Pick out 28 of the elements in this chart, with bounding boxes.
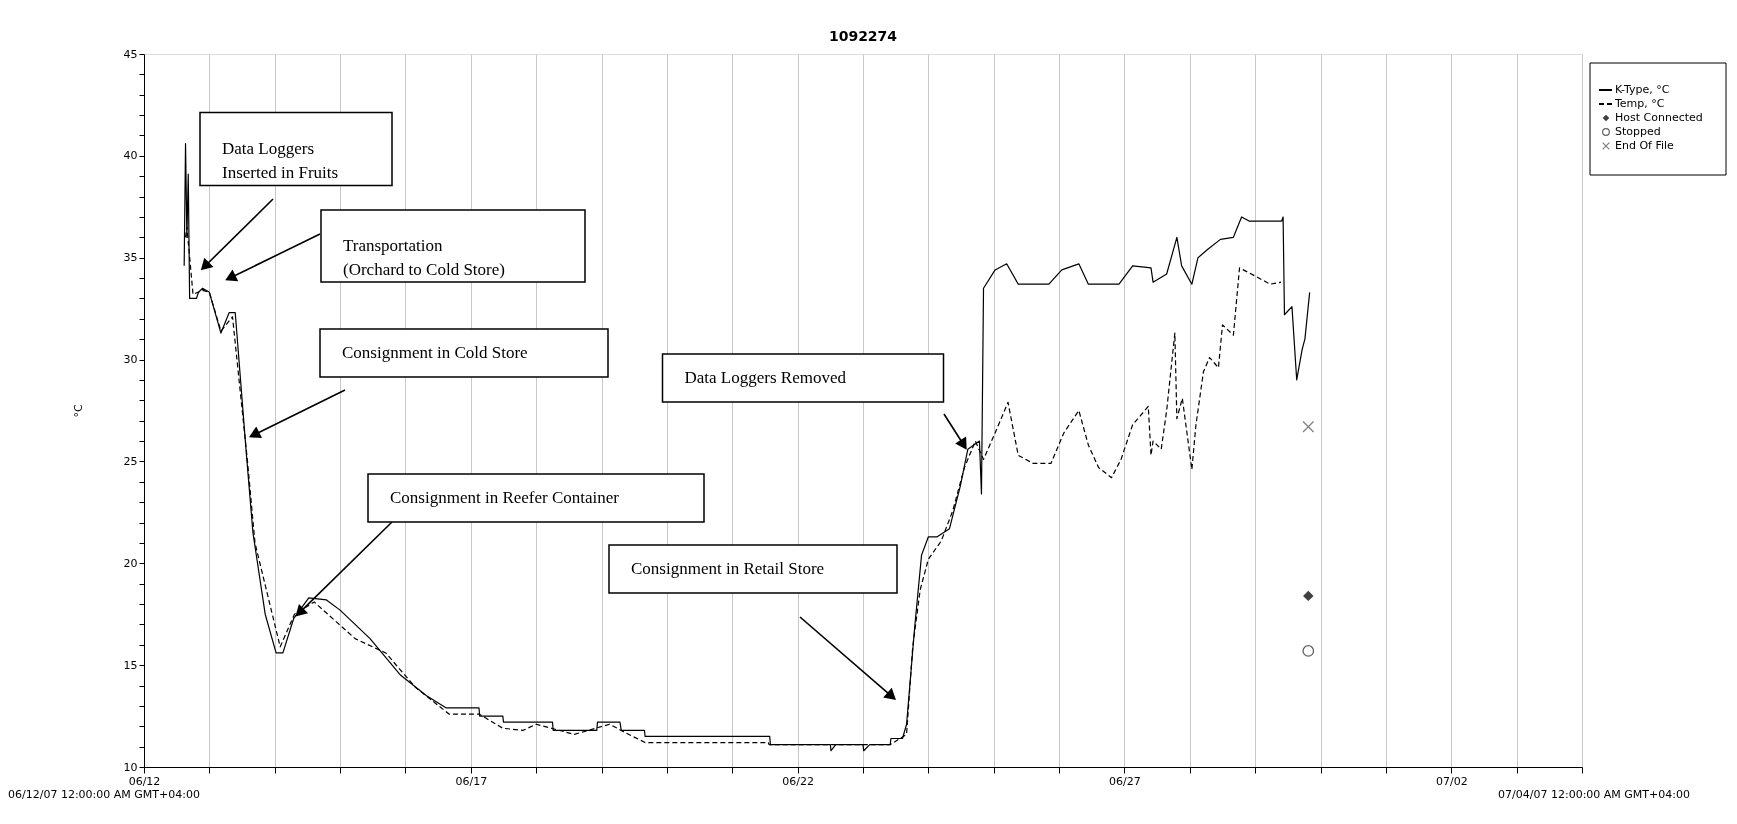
x-tick-label: 07/02 (1435, 774, 1468, 788)
x-tick-label: 06/17 (455, 774, 488, 788)
y-tick-label: 15 (123, 658, 138, 672)
annotation: Transportation (Orchard to Cold Store) (343, 236, 505, 279)
y-tick-label: 10 (123, 760, 138, 774)
annotation: Data Loggers Removed (684, 368, 847, 387)
annotation: Data Loggers Inserted in Fruits (222, 139, 339, 182)
y-tick-label: 35 (123, 251, 138, 265)
annotation: Consignment in Reefer Container (390, 488, 620, 507)
legend-label: Host Connected (1615, 111, 1703, 124)
chart-title: 1092274 (828, 28, 898, 44)
y-tick-label: 40 (123, 149, 138, 163)
x-tick-label: 06/22 (782, 774, 814, 788)
text: 06/12/07 12:00:00 AM GMT+04:00 (8, 788, 200, 801)
text: 07/04/07 12:00:00 AM GMT+04:00 (1498, 788, 1690, 801)
annotation: Consignment in Retail Store (631, 559, 825, 578)
x-tick-label: 06/12 (128, 774, 161, 788)
y-tick-label: 45 (123, 47, 138, 61)
y-tick-label: 20 (123, 556, 138, 570)
y-tick-label: 30 (123, 353, 138, 367)
legend-label: End Of File (1615, 139, 1675, 152)
x-tick-label: 06/27 (1109, 774, 1141, 788)
y-tick-label: 25 (123, 454, 138, 468)
legend-label: K-Type, °C (1615, 83, 1670, 96)
legend-label: Stopped (1615, 125, 1661, 138)
y-axis-title: °C (71, 404, 85, 418)
annotation: Consignment in Cold Store (342, 343, 528, 362)
legend-label: Temp, °C (1614, 97, 1665, 110)
